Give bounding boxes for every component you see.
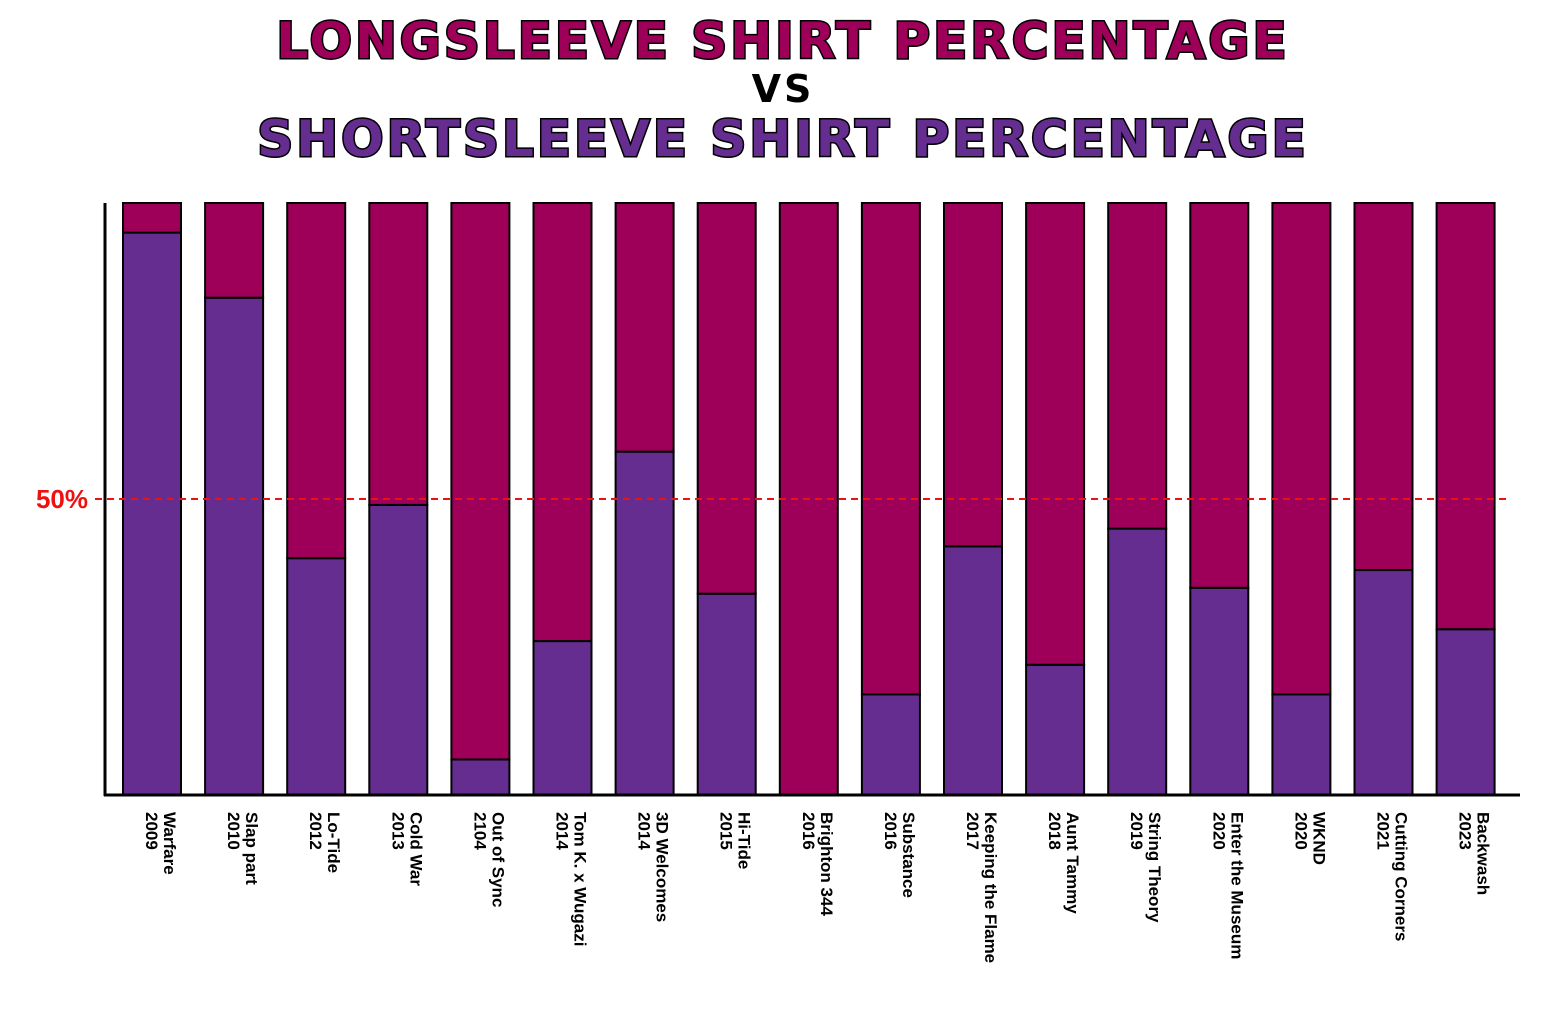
category-label: Slap part2010	[224, 812, 261, 885]
bar-shortsleeve	[204, 296, 265, 796]
bar-longsleeve	[286, 202, 347, 560]
bar-shortsleeve	[1025, 663, 1086, 797]
chart-subtitle: SHORTSLEEVE SHIRT PERCENTAGE	[256, 110, 1309, 168]
category-name: Enter the Museum	[1227, 812, 1246, 959]
category-year: 2104	[470, 812, 489, 850]
bar-longsleeve	[1107, 202, 1168, 530]
category-year: 2013	[388, 812, 407, 850]
bar-shortsleeve	[532, 640, 593, 797]
category-name: Tom K. x Wugazi	[571, 812, 590, 946]
bar-longsleeve	[450, 202, 511, 761]
category-year: 2014	[635, 812, 654, 850]
category-label: WKND2020	[1291, 812, 1328, 865]
bar-longsleeve	[368, 202, 429, 506]
category-label: Keeping the Flame2017	[963, 812, 1000, 963]
category-name: Aunt Tammy	[1063, 812, 1082, 914]
category-label: Enter the Museum2020	[1209, 812, 1246, 959]
bar-longsleeve	[614, 202, 675, 453]
bar-shortsleeve	[450, 758, 511, 796]
category-year: 2015	[717, 812, 736, 850]
bar-shortsleeve	[1435, 628, 1496, 796]
category-name: Warfare	[160, 812, 179, 875]
bar-longsleeve	[1435, 202, 1496, 631]
category-label: Brighton 3442016	[799, 812, 836, 916]
category-label: Hi-Tide2015	[717, 812, 754, 869]
bar-longsleeve	[122, 202, 182, 234]
chart-title-vs: VS	[751, 67, 815, 111]
category-year: 2014	[553, 812, 572, 850]
category-label: String Theory2019	[1127, 812, 1164, 923]
category-label: Backwash2023	[1456, 812, 1493, 895]
category-year: 2018	[1045, 812, 1064, 850]
category-year: 2016	[881, 812, 900, 850]
category-name: Cold War	[406, 812, 425, 886]
bar-shortsleeve	[122, 231, 182, 797]
category-year: 2016	[799, 812, 818, 850]
category-label: Cold War2013	[388, 812, 425, 886]
category-name: Slap part	[242, 812, 261, 885]
bar-longsleeve	[943, 202, 1003, 548]
category-year: 2009	[142, 812, 161, 850]
category-name: Substance	[899, 812, 918, 898]
bar-shortsleeve	[860, 693, 921, 796]
bar-longsleeve	[1271, 202, 1332, 696]
category-label: Out of Sync2104	[470, 812, 507, 907]
category-name: Hi-Tide	[735, 812, 754, 869]
category-year: 2019	[1127, 812, 1146, 850]
bar-shortsleeve	[1353, 569, 1414, 796]
category-name: Brighton 344	[817, 812, 836, 916]
category-label: Substance2016	[881, 812, 918, 898]
bar-longsleeve	[696, 202, 757, 595]
bar-longsleeve	[860, 202, 921, 696]
bar-longsleeve	[1025, 202, 1086, 666]
category-name: Cutting Corners	[1392, 812, 1411, 941]
chart-title: LONGSLEEVE SHIRT PERCENTAGE	[275, 12, 1290, 70]
bar-longsleeve	[532, 202, 593, 643]
category-label: 3D Welcomes2014	[635, 812, 672, 922]
bar-longsleeve	[204, 202, 265, 299]
category-name: WKND	[1309, 812, 1328, 865]
bar-shortsleeve	[614, 450, 675, 796]
category-label: Lo-Tide2012	[306, 812, 343, 873]
category-year: 2020	[1209, 812, 1228, 850]
bar-shortsleeve	[696, 592, 757, 796]
category-name: Keeping the Flame	[981, 812, 1000, 963]
category-name: Out of Sync	[488, 812, 507, 907]
bar-longsleeve	[1189, 202, 1250, 589]
category-name: Lo-Tide	[324, 812, 343, 873]
chart-title-block: LONGSLEEVE SHIRT PERCENTAGE VS SHORTSLEE…	[0, 8, 1566, 168]
category-year: 2021	[1374, 812, 1393, 850]
category-year: 2012	[306, 812, 325, 850]
reference-label-50: 50%	[36, 484, 88, 514]
category-year: 2020	[1291, 812, 1310, 850]
category-name: String Theory	[1145, 812, 1164, 923]
category-label: Aunt Tammy2018	[1045, 812, 1082, 914]
bar-shortsleeve	[368, 503, 429, 796]
bar-shortsleeve	[1189, 586, 1250, 796]
category-label: Cutting Corners2021	[1374, 812, 1411, 941]
category-label: Warfare2009	[142, 812, 179, 875]
category-year: 2010	[224, 812, 243, 850]
category-name: Backwash	[1474, 812, 1493, 895]
category-name: 3D Welcomes	[653, 812, 672, 922]
category-year: 2023	[1456, 812, 1475, 850]
bar-shortsleeve	[1271, 693, 1332, 796]
bar-shortsleeve	[286, 557, 347, 797]
bar-shortsleeve	[943, 545, 1003, 796]
category-label: Tom K. x Wugazi2014	[553, 812, 590, 946]
category-year: 2017	[963, 812, 982, 850]
bar-shortsleeve	[1107, 527, 1168, 796]
bar-longsleeve	[1353, 202, 1414, 572]
